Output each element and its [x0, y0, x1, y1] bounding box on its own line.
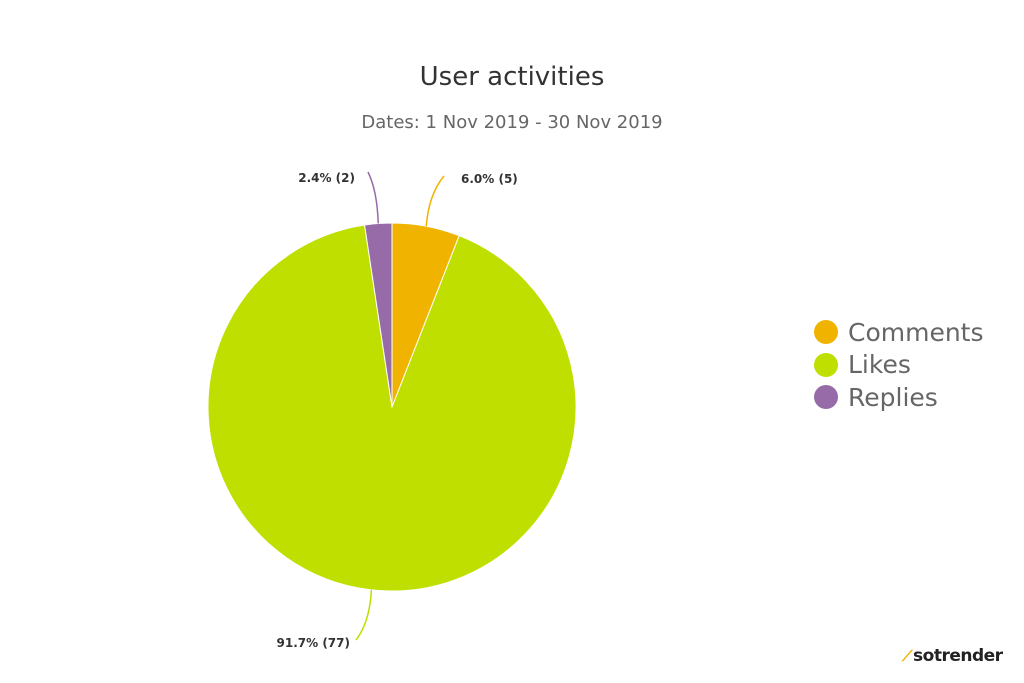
data-label-replies: 2.4% (2)	[298, 171, 355, 185]
legend-item-replies[interactable]: Replies	[814, 381, 984, 414]
logo-arrow-icon: ⟋	[902, 647, 913, 665]
legend-swatch	[814, 385, 838, 410]
connector-line	[425, 175, 445, 227]
chart-subtitle: Dates: 1 Nov 2019 - 30 Nov 2019	[361, 112, 663, 133]
legend-item-likes[interactable]: Likes	[814, 349, 984, 382]
legend-swatch	[814, 352, 838, 377]
legend-item-comments[interactable]: Comments	[814, 316, 984, 349]
data-label-likes: 91.7% (77)	[277, 636, 350, 650]
data-label-comments: 6.0% (5)	[461, 172, 518, 186]
chart-title: User activities	[419, 62, 605, 92]
sotrender-logo: ⟋ sotrender	[902, 646, 1003, 666]
legend-label: Comments	[848, 317, 984, 347]
connector-line	[367, 171, 379, 224]
legend-label: Likes	[848, 350, 911, 380]
legend-label: Replies	[848, 382, 938, 412]
logo-text: sotrender	[913, 646, 1003, 666]
legend-swatch	[814, 320, 838, 345]
connector-line	[355, 589, 373, 641]
pie-slice-likes[interactable]	[207, 224, 577, 592]
legend: Comments Likes Replies	[814, 316, 984, 414]
